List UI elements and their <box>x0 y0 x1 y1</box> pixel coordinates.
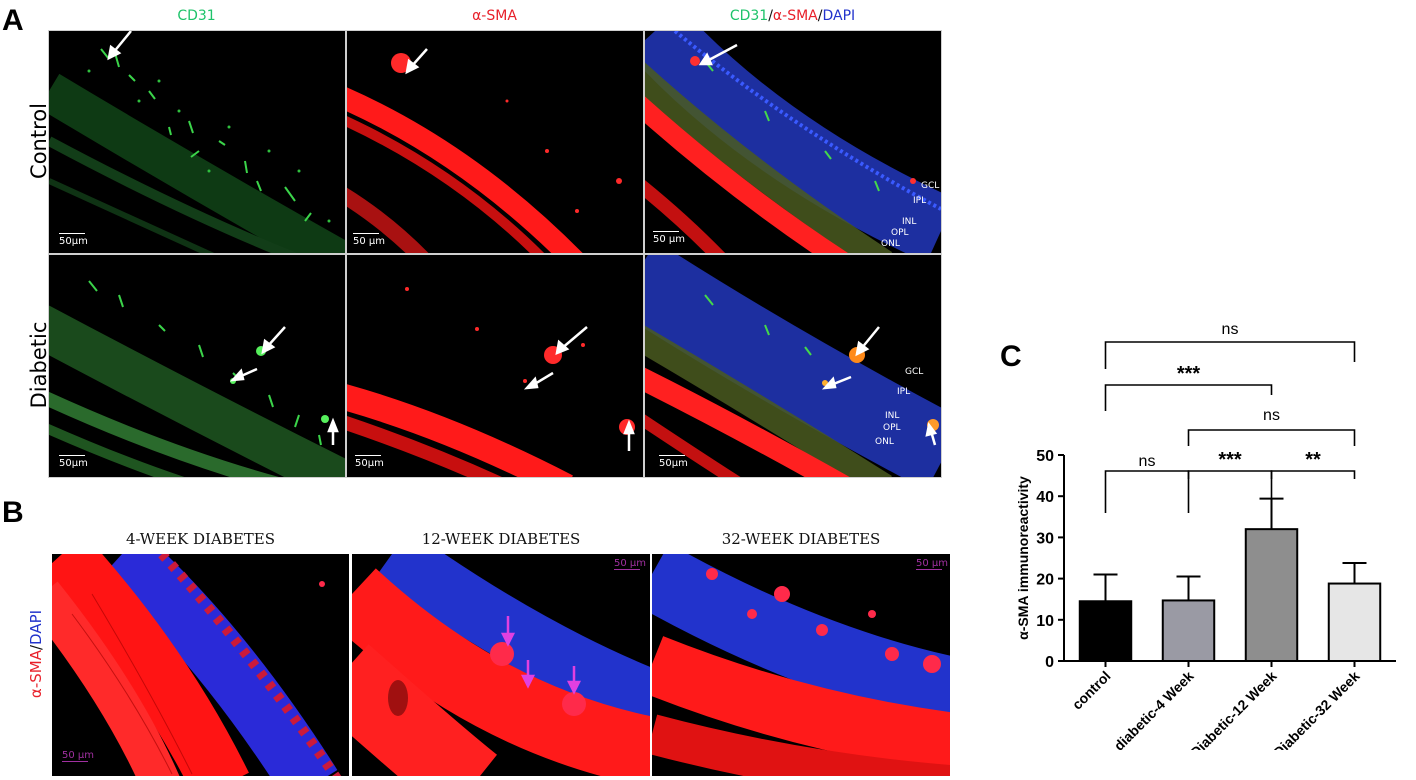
y-tick-label: 10 <box>1036 613 1054 630</box>
sig-label-4: *** <box>1218 449 1242 471</box>
x-tick-label-1: diabetic-4 Week <box>1111 668 1197 750</box>
micrograph-12week: 50 μm <box>352 554 650 776</box>
scale-bar-diabetic-asma: 50μm <box>355 455 384 469</box>
y-tick-label: 50 <box>1036 448 1054 465</box>
panel-a-letter: A <box>2 4 24 37</box>
bar-3 <box>1327 582 1382 663</box>
y-tick-label: 0 <box>1045 654 1054 671</box>
col-title-asma: α-SMA <box>472 8 517 24</box>
x-tick-label-0: control <box>1069 668 1114 713</box>
layer-label-onl-diabetic: ONL <box>875 437 894 447</box>
bar-chart: 0 10 20 30 40 50 α-SMA immunoreactivity control… <box>1015 321 1396 750</box>
merge-cd31-text: CD31 <box>729 8 769 24</box>
b-side-label: α-SMA/DAPI <box>27 604 45 704</box>
sig-bracket-2 <box>1187 429 1356 446</box>
sig-bracket-4 <box>1187 470 1273 513</box>
b-side-asma: α-SMA <box>27 650 45 699</box>
scale-bar-diabetic-cd31: 50μm <box>59 455 88 469</box>
micrograph-control-cd31: 50μm <box>48 30 346 254</box>
scale-bar-diabetic-merge: 50μm <box>659 455 688 469</box>
x-tick-label-3: Diabetic-32 Week <box>1270 668 1363 750</box>
sig-bracket-0 <box>1104 341 1356 369</box>
micrograph-control-asma: 50 μm <box>346 30 644 254</box>
b-side-sep: / <box>27 644 45 651</box>
sig-bracket-5 <box>1270 470 1356 513</box>
merge-asma-text: α-SMA <box>772 8 818 24</box>
merge-sep1: / <box>768 8 773 24</box>
b-title-32week: 32-WEEK DIABETES <box>721 530 881 548</box>
y-tick-label: 20 <box>1036 572 1054 589</box>
sig-label-1: *** <box>1177 363 1201 385</box>
layer-label-opl-control: OPL <box>891 228 909 238</box>
merge-sep2: / <box>817 8 823 24</box>
y-tick-label: 40 <box>1036 489 1054 506</box>
layer-label-opl-diabetic: OPL <box>883 423 901 433</box>
scale-bar-4week: 50 μm <box>62 750 95 762</box>
micrograph-diabetic-merge: GCL IPL INL OPL ONL 50μm <box>644 254 942 478</box>
sig-label-2: ns <box>1263 407 1280 424</box>
panel-c-letter: C <box>1000 340 1022 373</box>
merge-dapi-text: DAPI <box>822 8 856 24</box>
col-title-merge: CD31/α-SMA/DAPI <box>644 8 941 24</box>
micrograph-32week: 50 μm <box>652 554 950 776</box>
b-side-dapi: DAPI <box>27 609 45 645</box>
y-tick-label: 30 <box>1036 530 1054 547</box>
x-tick-label-2: Diabetic-12 Week <box>1187 668 1280 750</box>
layer-label-ipl-control: IPL <box>913 196 927 206</box>
bar-2 <box>1244 528 1299 662</box>
micrograph-diabetic-cd31: 50μm <box>48 254 346 478</box>
layer-label-gcl-diabetic: GCL <box>905 367 924 377</box>
scale-bar-12week: 50 μm <box>614 558 647 570</box>
layer-label-onl-control: ONL <box>881 239 900 249</box>
scale-bar-32week: 50 μm <box>916 558 949 570</box>
scale-bar-control-cd31: 50μm <box>59 233 88 247</box>
layer-label-inl-control: INL <box>902 217 917 227</box>
scale-bar-control-merge: 50 μm <box>653 231 685 245</box>
scale-bar-control-asma: 50 μm <box>353 233 385 247</box>
b-title-4week: 4-WEEK DIABETES <box>125 530 276 548</box>
sig-bracket-1 <box>1104 384 1273 411</box>
sig-label-3: ns <box>1139 453 1156 470</box>
micrograph-4week: 50 μm <box>52 554 349 776</box>
panel-b-letter: B <box>2 496 24 529</box>
chart-bars <box>1078 497 1382 663</box>
col-title-cd31: CD31 <box>177 8 216 24</box>
layer-label-ipl-diabetic: IPL <box>897 387 911 397</box>
layer-label-gcl-control: GCL <box>921 181 940 191</box>
bar-0 <box>1078 600 1133 663</box>
sig-label-0: ns <box>1222 321 1239 338</box>
sig-label-5: ** <box>1305 449 1321 471</box>
layer-label-inl-diabetic: INL <box>885 411 900 421</box>
micrograph-diabetic-asma: 50μm <box>346 254 644 478</box>
y-axis-label: α-SMA immunoreactivity <box>1015 476 1031 640</box>
bar-1 <box>1161 599 1216 663</box>
sig-bracket-3 <box>1104 470 1190 513</box>
micrograph-control-merge: GCL IPL INL OPL ONL 50 μm <box>644 30 942 254</box>
b-title-12week: 12-WEEK DIABETES <box>421 530 581 548</box>
